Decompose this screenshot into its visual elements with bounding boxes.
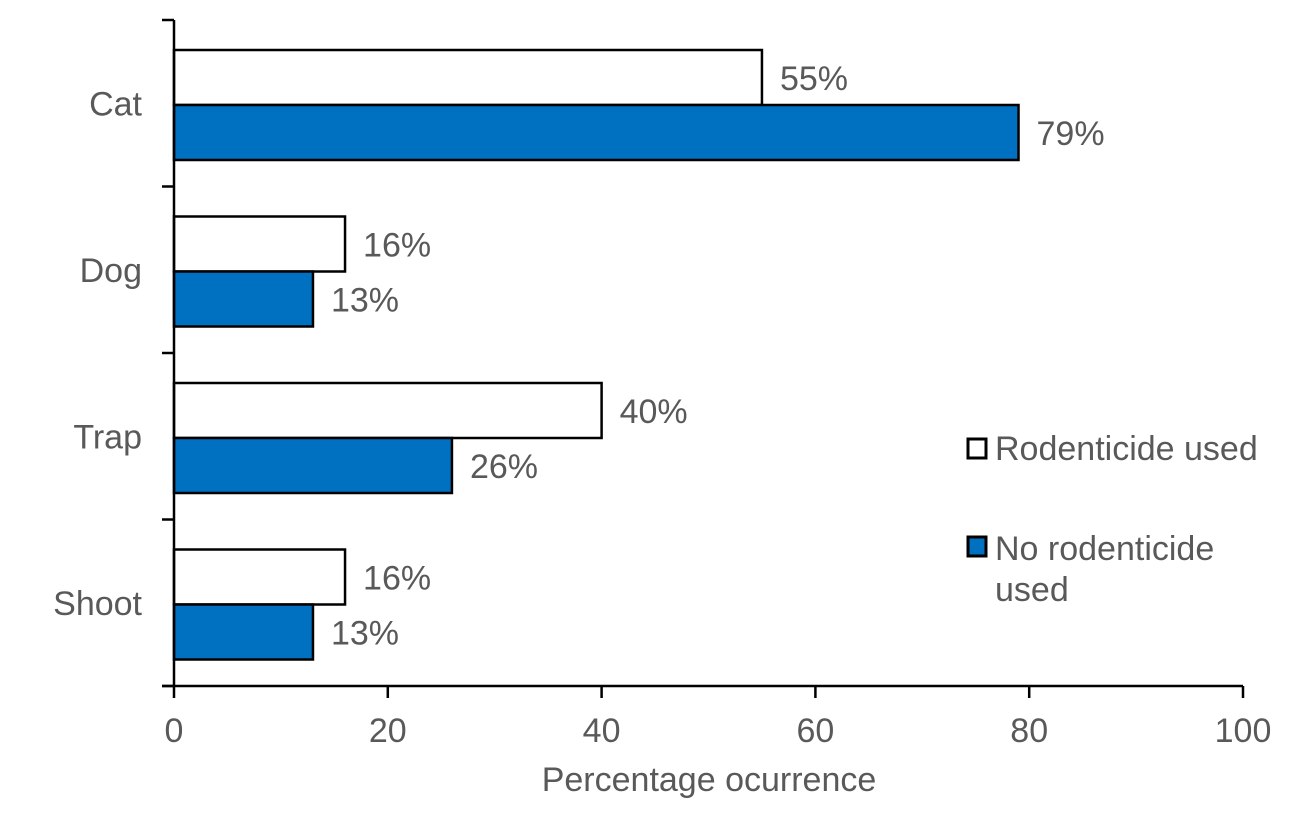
data-label: 16% bbox=[363, 227, 431, 265]
data-label: 13% bbox=[331, 282, 399, 320]
legend-label: used bbox=[995, 571, 1069, 609]
legend-swatch-no-rodenticide-used bbox=[966, 535, 988, 558]
data-label: 16% bbox=[363, 560, 431, 598]
bar-no-rodenticide-used bbox=[172, 103, 1020, 162]
category-label: Cat bbox=[89, 85, 142, 123]
data-label: 13% bbox=[331, 615, 399, 653]
bar-no-rodenticide-used bbox=[172, 603, 315, 661]
bar-rodenticide-used bbox=[172, 215, 347, 273]
x-tick-label: 100 bbox=[1215, 712, 1272, 750]
x-tick-label: 80 bbox=[1010, 712, 1048, 750]
category-label: Trap bbox=[73, 418, 142, 456]
bar-no-rodenticide-used bbox=[172, 436, 454, 495]
x-axis-title: Percentage ocurrence bbox=[542, 761, 877, 799]
bar-no-rodenticide-used bbox=[172, 270, 315, 328]
data-label: 26% bbox=[470, 448, 538, 486]
x-tick-label: 40 bbox=[583, 712, 621, 750]
legend-swatch-rodenticide-used bbox=[966, 437, 988, 460]
x-tick-label: 60 bbox=[796, 712, 834, 750]
category-label: Dog bbox=[80, 252, 142, 290]
x-tick-label: 0 bbox=[165, 712, 184, 750]
bar-rodenticide-used bbox=[172, 548, 347, 606]
x-tick-label: 20 bbox=[369, 712, 407, 750]
legend-label: No rodenticide bbox=[995, 530, 1214, 568]
category-label: Shoot bbox=[53, 585, 142, 623]
bar-rodenticide-used bbox=[172, 48, 764, 107]
bar-rodenticide-used bbox=[172, 381, 603, 440]
data-label: 55% bbox=[780, 60, 848, 98]
data-label: 79% bbox=[1037, 115, 1105, 153]
legend-label: Rodenticide used bbox=[995, 430, 1258, 468]
data-label: 40% bbox=[620, 393, 688, 431]
